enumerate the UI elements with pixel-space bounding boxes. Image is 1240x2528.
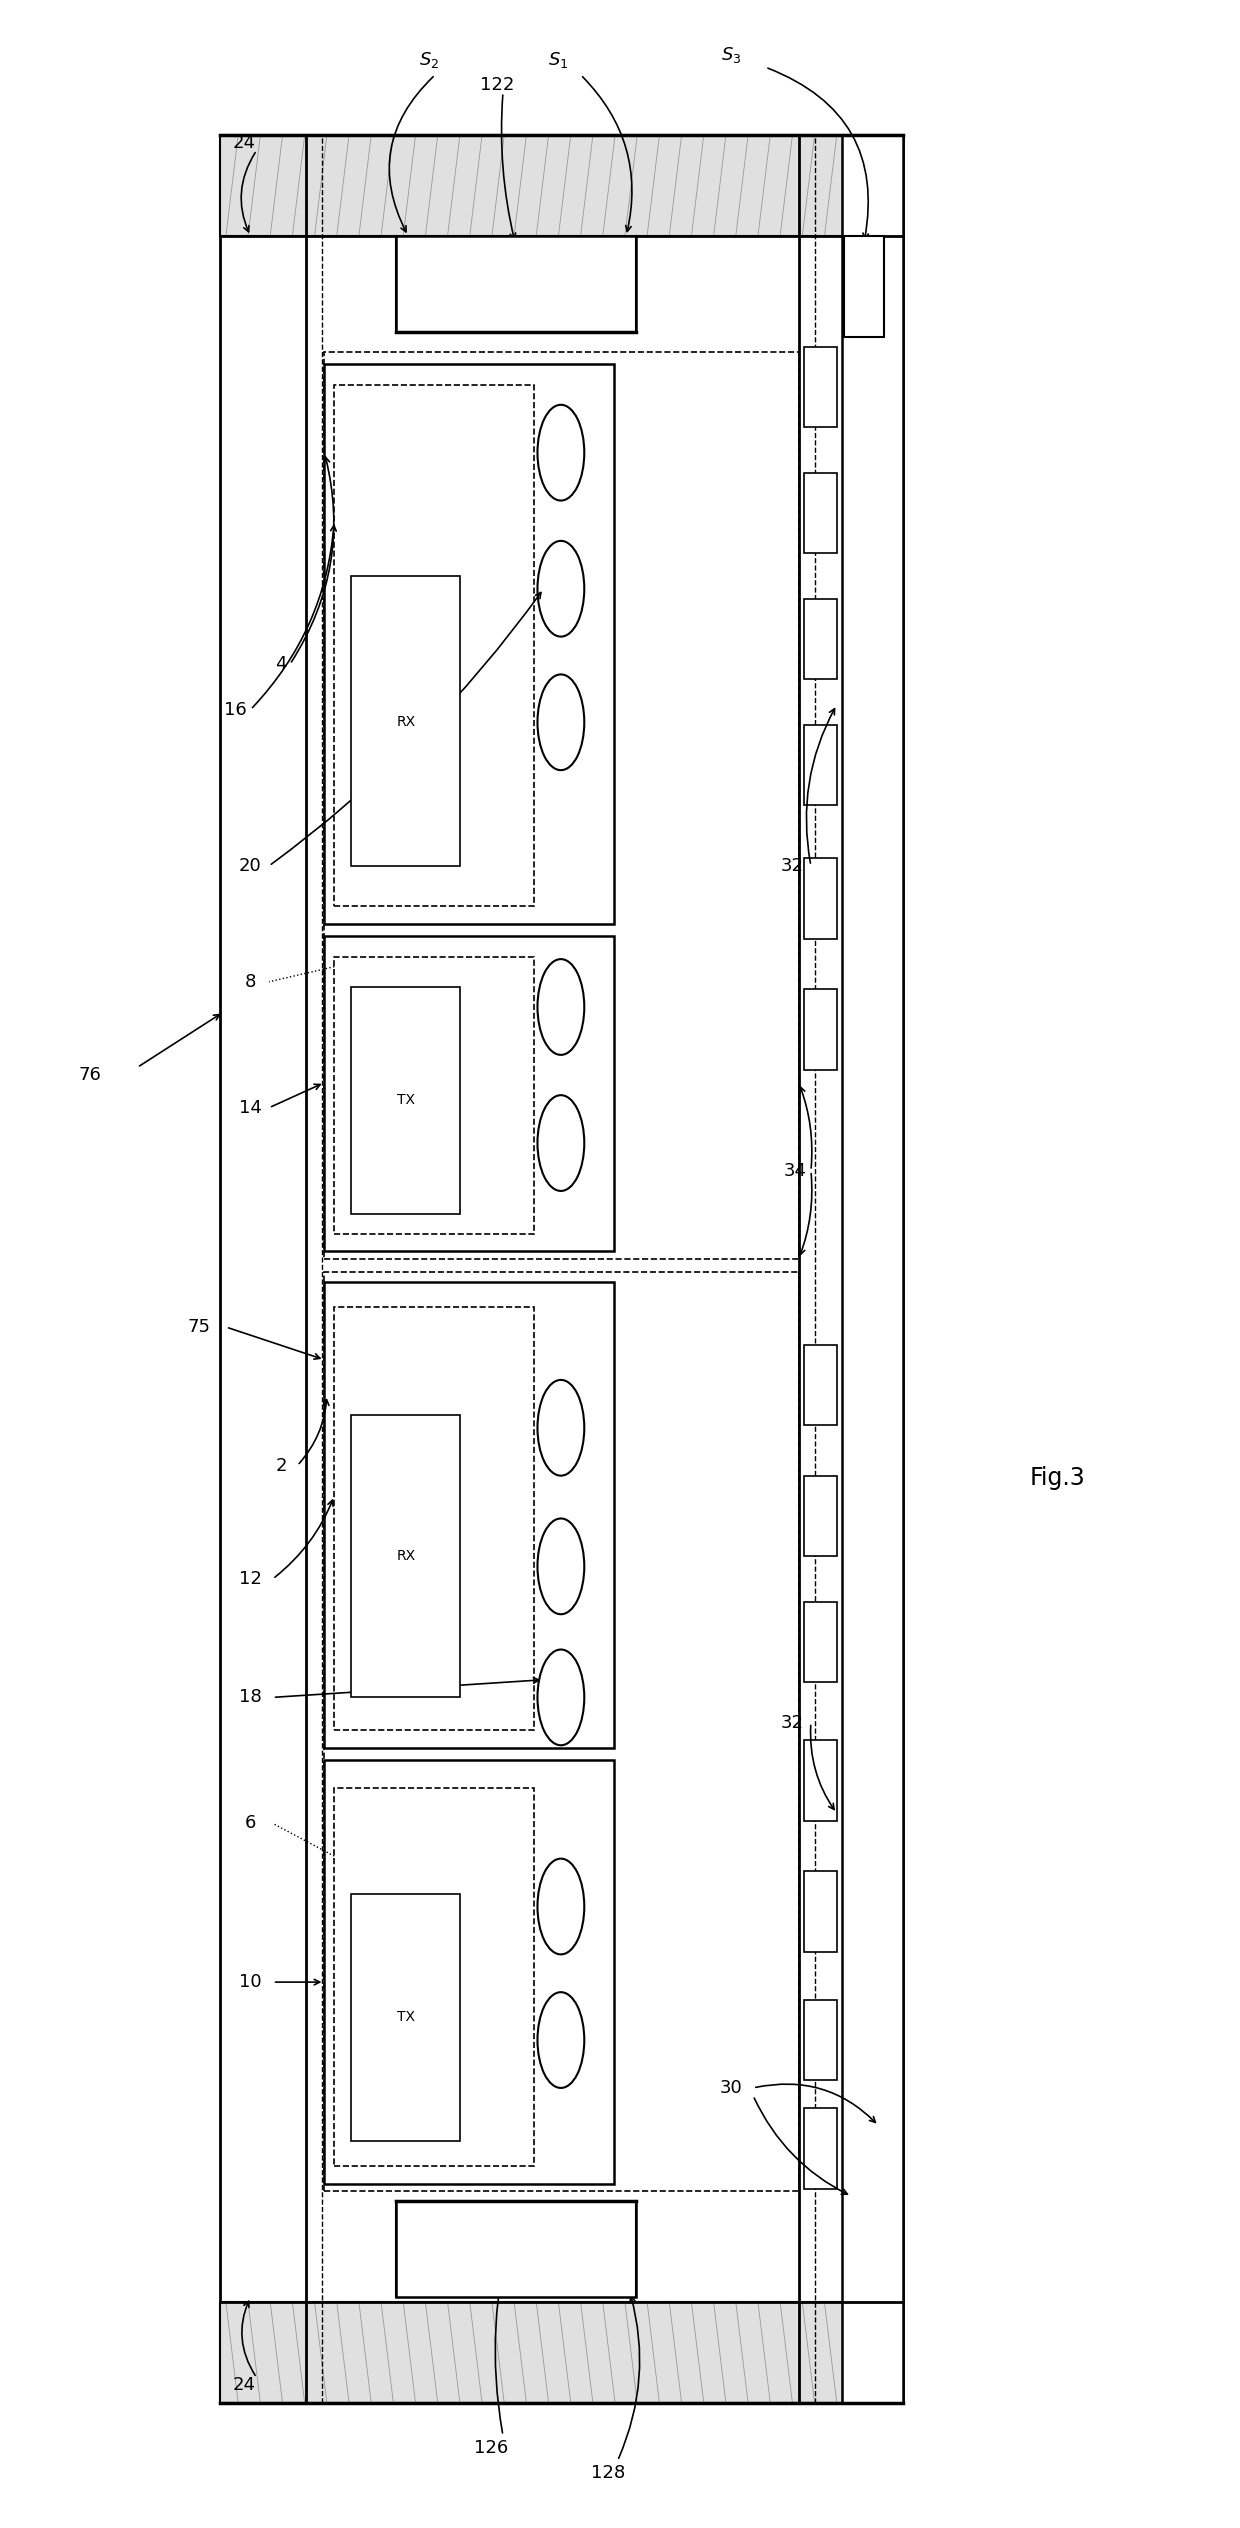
Text: 18: 18 <box>239 1689 262 1706</box>
Text: 2: 2 <box>275 1456 286 1474</box>
Bar <box>396 235 636 331</box>
Bar <box>844 235 884 336</box>
Bar <box>219 134 903 2404</box>
Bar <box>351 986 460 1213</box>
Text: 30: 30 <box>719 2078 743 2096</box>
Bar <box>351 576 460 867</box>
Text: 76: 76 <box>79 1067 102 1085</box>
Text: TX: TX <box>397 1092 414 1107</box>
Bar <box>335 384 533 905</box>
Bar <box>804 2000 837 2081</box>
Text: 32: 32 <box>781 1714 804 1732</box>
Bar <box>804 1603 837 1681</box>
Text: $S_3$: $S_3$ <box>720 46 742 66</box>
Bar <box>325 1272 799 2192</box>
Text: TX: TX <box>397 2010 414 2025</box>
Bar <box>804 1871 837 1952</box>
Text: 6: 6 <box>244 1815 257 1833</box>
Text: Fig.3: Fig.3 <box>1029 1466 1085 1489</box>
Text: 126: 126 <box>474 2440 508 2457</box>
Bar <box>804 860 837 938</box>
Bar <box>396 2202 636 2298</box>
Text: 16: 16 <box>224 700 247 718</box>
Text: 128: 128 <box>590 2465 625 2482</box>
Text: 75: 75 <box>187 1317 211 1335</box>
Bar <box>335 956 533 1234</box>
Text: 34: 34 <box>784 1163 806 1181</box>
Text: 14: 14 <box>239 1100 262 1117</box>
Bar <box>804 1739 837 1820</box>
Text: 8: 8 <box>244 973 257 991</box>
Bar <box>804 473 837 554</box>
Bar <box>804 1345 837 1426</box>
Bar <box>351 1893 460 2141</box>
Text: RX: RX <box>396 1550 415 1562</box>
Bar <box>804 726 837 806</box>
Bar <box>804 346 837 427</box>
Bar <box>325 1759 614 2184</box>
Bar <box>804 1476 837 1557</box>
Text: $S_1$: $S_1$ <box>548 51 569 71</box>
Bar <box>219 2303 903 2404</box>
Bar <box>804 988 837 1069</box>
Text: 122: 122 <box>480 76 515 94</box>
Bar <box>351 1416 460 1696</box>
Bar <box>804 2108 837 2189</box>
Bar <box>325 1282 614 1747</box>
Text: 10: 10 <box>239 1974 262 1992</box>
Bar <box>804 599 837 680</box>
Text: 12: 12 <box>239 1570 262 1588</box>
Text: 4: 4 <box>275 655 286 672</box>
Text: 32: 32 <box>781 857 804 875</box>
Bar <box>335 1307 533 1729</box>
Bar <box>219 134 903 235</box>
Bar <box>325 935 614 1251</box>
Bar <box>325 351 799 1259</box>
Text: 24: 24 <box>233 2376 255 2394</box>
Text: $S_2$: $S_2$ <box>419 51 439 71</box>
Text: 24: 24 <box>233 134 255 152</box>
Bar <box>325 364 614 923</box>
Text: RX: RX <box>396 715 415 728</box>
Bar <box>335 1787 533 2166</box>
Text: 20: 20 <box>239 857 262 875</box>
Bar <box>842 134 903 2404</box>
